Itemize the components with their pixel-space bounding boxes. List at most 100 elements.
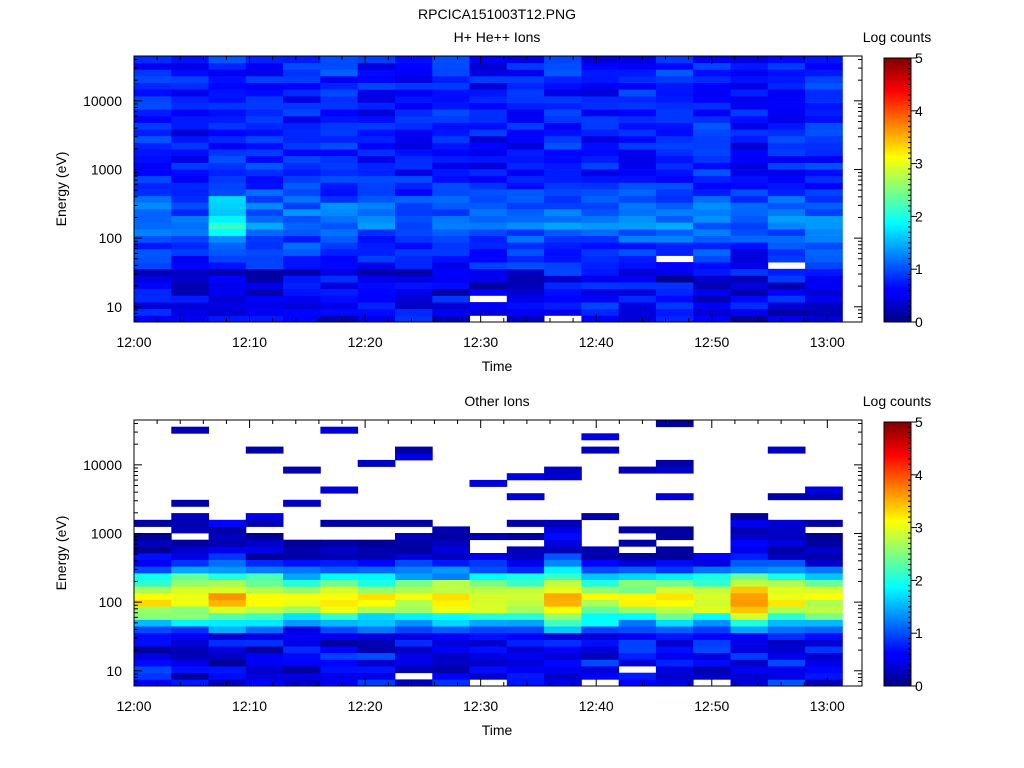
heatmap-cell (320, 275, 359, 283)
heatmap-cell (432, 288, 470, 296)
heatmap-cell (357, 546, 396, 554)
heatmap-cell (581, 242, 620, 250)
heatmap-cell (544, 282, 582, 290)
heatmap-cell (693, 69, 731, 77)
heatmap-cell (767, 215, 806, 223)
x-axis: 12:00 12:10 12:20 12:30 12:40 12:50 13:00 (116, 56, 845, 350)
heatmap-cell (245, 573, 284, 580)
heatmap-cell (171, 195, 209, 203)
heatmap-cell (618, 102, 657, 110)
heatmap-cell (395, 129, 433, 137)
heatmap-cell (506, 75, 545, 83)
heatmap-cell (693, 242, 731, 250)
heatmap-cell (655, 82, 694, 90)
heatmap-cell (469, 102, 508, 110)
heatmap-cell (581, 606, 620, 614)
heatmap-cell (395, 275, 433, 283)
heatmap-cell (655, 169, 694, 177)
heatmap-cell (134, 626, 172, 634)
heatmap-cell (171, 175, 209, 183)
heatmap-cell (245, 619, 284, 627)
heatmap-cell (245, 586, 284, 594)
heatmap-cell (432, 208, 470, 216)
heatmap-cell (245, 672, 284, 680)
heatmap-cell (432, 315, 470, 323)
heatmap-cell (320, 586, 359, 594)
heatmap-cell (767, 248, 806, 256)
heatmap-cell (245, 242, 284, 250)
heatmap-cell (283, 69, 321, 77)
heatmap-cell (730, 533, 769, 541)
heatmap-cell (693, 295, 731, 303)
heatmap-cell (283, 228, 321, 236)
heatmap-cell (805, 308, 843, 316)
heatmap-cell (618, 295, 657, 303)
heatmap-cell (655, 295, 694, 303)
heatmap-cell (506, 573, 545, 580)
heatmap-cell (320, 82, 359, 90)
heatmap-cell (767, 573, 806, 580)
heatmap-cell (805, 275, 843, 283)
heatmap-cell (320, 75, 359, 83)
heatmap-cell (655, 546, 694, 554)
heatmap-cell (432, 262, 470, 270)
heatmap-cell (730, 202, 769, 210)
heatmap-cell (171, 612, 209, 620)
heatmap-cell (730, 115, 769, 123)
heatmap-cell (581, 262, 620, 270)
heatmap-cell (395, 566, 433, 574)
heatmap-cell (655, 308, 694, 316)
heatmap-cell (208, 115, 247, 123)
heatmap-cell (767, 592, 806, 600)
heatmap-cell (506, 639, 545, 647)
heatmap-cell (655, 626, 694, 634)
heatmap-cell (655, 62, 694, 70)
heatmap-cell (618, 69, 657, 77)
heatmap-cell (805, 519, 843, 527)
panel-hplus: H+ He++ Ions Log counts 12:00 12:10 12:20 1… (53, 29, 931, 374)
heatmap-cell (208, 102, 247, 110)
heatmap-cell (395, 446, 433, 454)
heatmap-cell (395, 553, 433, 560)
heatmap-cell (544, 222, 582, 230)
heatmap-cell (730, 122, 769, 130)
heatmap-cell (805, 659, 843, 667)
heatmap-cell (506, 69, 545, 77)
heatmap-cell (208, 566, 247, 574)
heatmap-cell (283, 248, 321, 256)
heatmap-cell (767, 308, 806, 316)
heatmap-cell (357, 202, 396, 210)
heatmap-cell (245, 75, 284, 83)
heatmap-cell (730, 162, 769, 170)
heatmap-cell (432, 69, 470, 77)
heatmap-cell (208, 262, 247, 270)
heatmap-cell (134, 672, 172, 680)
heatmap-cell (730, 573, 769, 580)
heatmap-cell (767, 195, 806, 203)
heatmap-cell (134, 149, 172, 157)
heatmap-cell (805, 222, 843, 230)
heatmap-cell (618, 632, 657, 640)
heatmap-cell (655, 526, 694, 534)
heatmap-cell (544, 169, 582, 177)
heatmap-cell (618, 553, 657, 560)
heatmap-cell (283, 235, 321, 243)
heatmap-cell (506, 672, 545, 680)
heatmap-cell (581, 102, 620, 110)
heatmap-cell (469, 652, 508, 660)
x-tick-label: 12:20 (348, 698, 383, 714)
heatmap-cell (320, 315, 359, 323)
heatmap-cell (693, 262, 731, 270)
heatmap-cell (618, 162, 657, 170)
heatmap-cell (767, 268, 806, 276)
heatmap-cell (245, 142, 284, 150)
heatmap-cell (357, 182, 396, 190)
heatmap-cell (544, 275, 582, 283)
heatmap-cell (320, 122, 359, 130)
heatmap-cell (134, 215, 172, 223)
heatmap-cell (171, 308, 209, 316)
heatmap-cell (171, 586, 209, 594)
heatmap-cell (395, 115, 433, 123)
heatmap-cell (171, 513, 209, 521)
heatmap-cell (655, 592, 694, 600)
